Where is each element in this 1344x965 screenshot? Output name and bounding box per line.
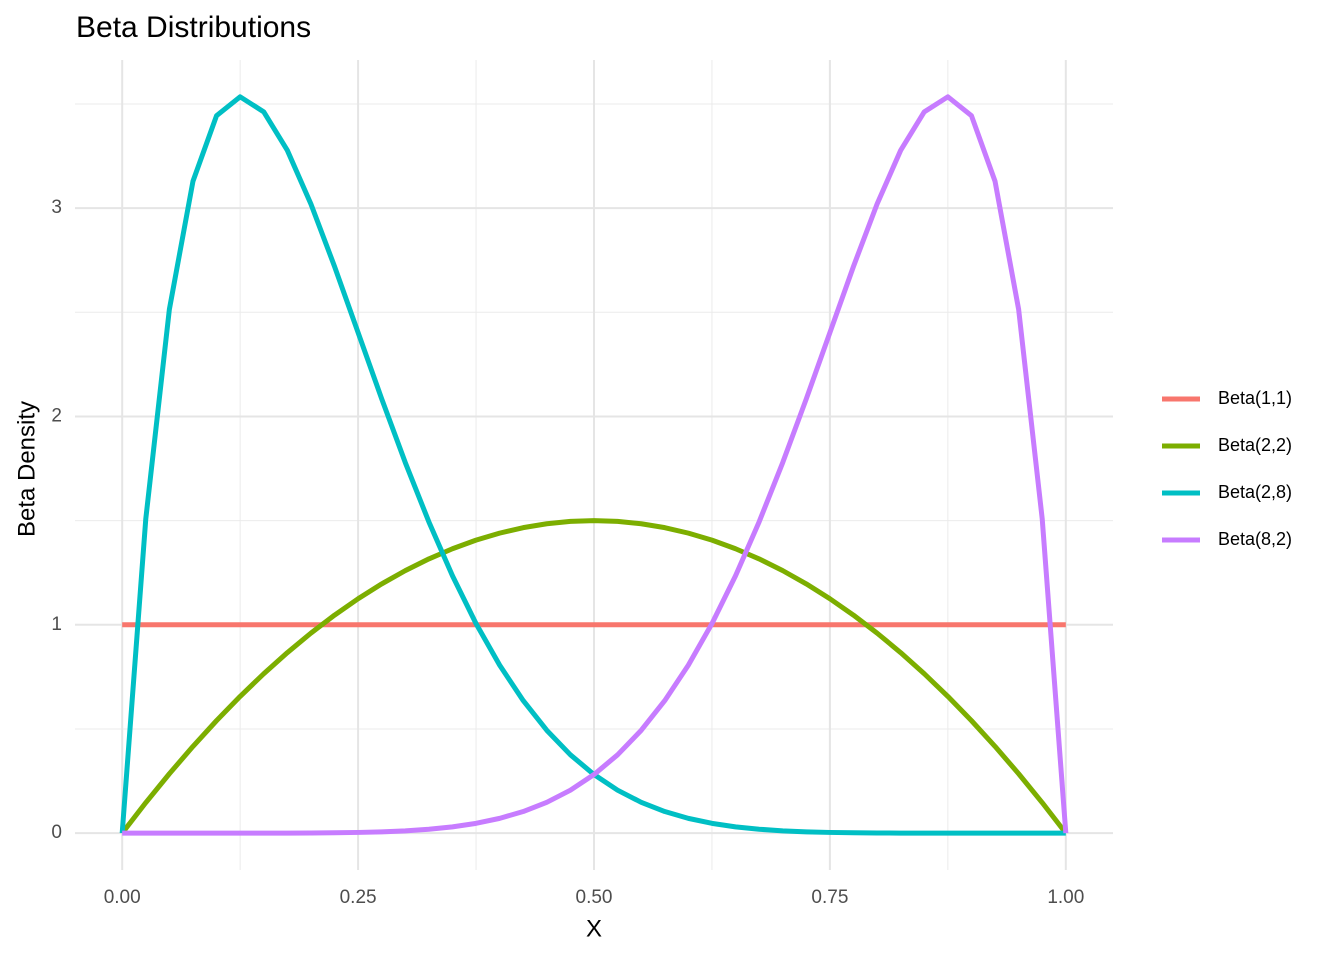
x-tick-label: 0.75 xyxy=(811,887,848,908)
line xyxy=(120,518,1068,835)
x-axis-label: X xyxy=(586,915,602,942)
y-tick-label: 0 xyxy=(51,822,62,843)
x-tick-label: 1.00 xyxy=(1047,887,1084,908)
x-tick-label: 0.00 xyxy=(104,887,141,908)
y-axis-label: Beta Density xyxy=(13,401,40,537)
y-tick-label: 3 xyxy=(51,197,62,218)
legend-label: Beta(2,2) xyxy=(1218,435,1292,455)
y-tick-label: 1 xyxy=(51,614,62,635)
line xyxy=(122,94,1069,836)
x-tick-label: 0.25 xyxy=(340,887,377,908)
x-tick-label: 0.50 xyxy=(576,887,613,908)
legend-label: Beta(1,1) xyxy=(1218,388,1292,408)
legend-label: Beta(8,2) xyxy=(1218,529,1292,549)
y-tick-label: 2 xyxy=(51,405,62,426)
legend-label: Beta(2,8) xyxy=(1218,482,1292,502)
chart-title: Beta Distributions xyxy=(76,11,311,44)
